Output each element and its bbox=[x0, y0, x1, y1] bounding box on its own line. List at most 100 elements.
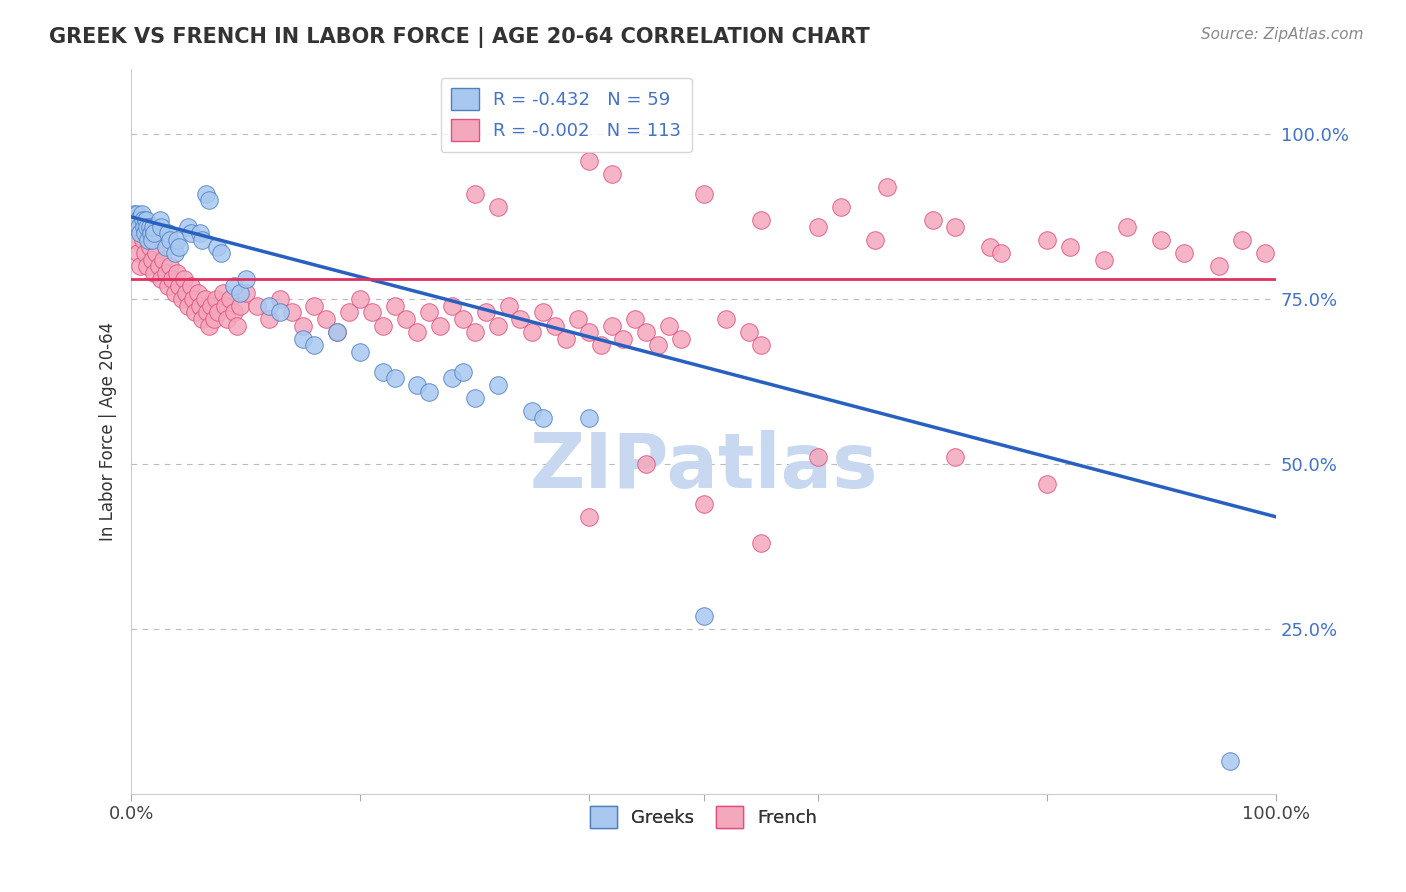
Point bbox=[486, 378, 509, 392]
Point bbox=[600, 167, 623, 181]
Point bbox=[136, 260, 159, 274]
Point bbox=[531, 305, 554, 319]
Point bbox=[486, 318, 509, 333]
Point bbox=[127, 246, 149, 260]
Point bbox=[166, 233, 188, 247]
Point bbox=[464, 391, 486, 405]
Point bbox=[624, 312, 647, 326]
Point bbox=[1036, 233, 1059, 247]
Point bbox=[202, 312, 225, 326]
Point bbox=[337, 305, 360, 319]
Point bbox=[184, 305, 207, 319]
Point bbox=[440, 299, 463, 313]
Point bbox=[315, 312, 337, 326]
Point bbox=[198, 194, 221, 208]
Point bbox=[138, 233, 160, 247]
Point bbox=[138, 219, 160, 234]
Point bbox=[132, 219, 155, 234]
Point bbox=[807, 219, 830, 234]
Point bbox=[122, 206, 145, 220]
Point bbox=[990, 246, 1012, 260]
Point bbox=[945, 219, 967, 234]
Point bbox=[205, 239, 228, 253]
Point bbox=[304, 338, 326, 352]
Point bbox=[830, 200, 852, 214]
Point bbox=[464, 325, 486, 339]
Point bbox=[169, 279, 191, 293]
Point bbox=[166, 266, 188, 280]
Point bbox=[235, 272, 257, 286]
Point bbox=[134, 227, 156, 241]
Point bbox=[647, 338, 669, 352]
Point bbox=[429, 318, 451, 333]
Point bbox=[188, 299, 211, 313]
Point bbox=[567, 312, 589, 326]
Point bbox=[520, 325, 543, 339]
Point bbox=[464, 186, 486, 201]
Point bbox=[807, 450, 830, 465]
Point bbox=[218, 292, 240, 306]
Point bbox=[170, 292, 193, 306]
Point bbox=[418, 384, 440, 399]
Point bbox=[225, 318, 247, 333]
Point bbox=[122, 219, 145, 234]
Point bbox=[188, 227, 211, 241]
Point bbox=[1150, 233, 1173, 247]
Point bbox=[865, 233, 887, 247]
Point bbox=[191, 312, 214, 326]
Point bbox=[131, 213, 153, 227]
Point bbox=[384, 299, 406, 313]
Point bbox=[1036, 476, 1059, 491]
Point bbox=[1253, 246, 1275, 260]
Point bbox=[129, 227, 152, 241]
Point bbox=[612, 332, 634, 346]
Point bbox=[1059, 239, 1081, 253]
Point bbox=[578, 509, 600, 524]
Text: Source: ZipAtlas.com: Source: ZipAtlas.com bbox=[1201, 27, 1364, 42]
Point bbox=[169, 239, 191, 253]
Point bbox=[692, 186, 714, 201]
Point bbox=[145, 246, 167, 260]
Point bbox=[128, 219, 150, 234]
Point bbox=[156, 279, 179, 293]
Point bbox=[155, 266, 177, 280]
Point bbox=[371, 365, 394, 379]
Point bbox=[578, 411, 600, 425]
Point bbox=[141, 233, 163, 247]
Point bbox=[1092, 252, 1115, 267]
Point bbox=[205, 292, 228, 306]
Text: GREEK VS FRENCH IN LABOR FORCE | AGE 20-64 CORRELATION CHART: GREEK VS FRENCH IN LABOR FORCE | AGE 20-… bbox=[49, 27, 870, 48]
Point bbox=[395, 312, 418, 326]
Point bbox=[246, 299, 269, 313]
Point bbox=[349, 292, 371, 306]
Point bbox=[152, 252, 174, 267]
Point bbox=[135, 213, 157, 227]
Point bbox=[600, 318, 623, 333]
Point bbox=[349, 345, 371, 359]
Point bbox=[1219, 754, 1241, 768]
Point bbox=[498, 299, 520, 313]
Point bbox=[177, 219, 200, 234]
Point bbox=[193, 292, 215, 306]
Point bbox=[749, 213, 772, 227]
Point bbox=[229, 299, 252, 313]
Point bbox=[195, 305, 218, 319]
Point bbox=[136, 219, 159, 234]
Point bbox=[131, 233, 153, 247]
Point bbox=[257, 299, 280, 313]
Point bbox=[235, 285, 257, 300]
Point bbox=[304, 299, 326, 313]
Point bbox=[198, 318, 221, 333]
Point bbox=[163, 285, 186, 300]
Point bbox=[475, 305, 498, 319]
Point bbox=[177, 299, 200, 313]
Point bbox=[155, 239, 177, 253]
Point bbox=[1173, 246, 1195, 260]
Point bbox=[191, 233, 214, 247]
Point bbox=[209, 246, 232, 260]
Point bbox=[141, 252, 163, 267]
Point bbox=[159, 233, 181, 247]
Point bbox=[555, 332, 578, 346]
Point bbox=[181, 292, 204, 306]
Point bbox=[692, 497, 714, 511]
